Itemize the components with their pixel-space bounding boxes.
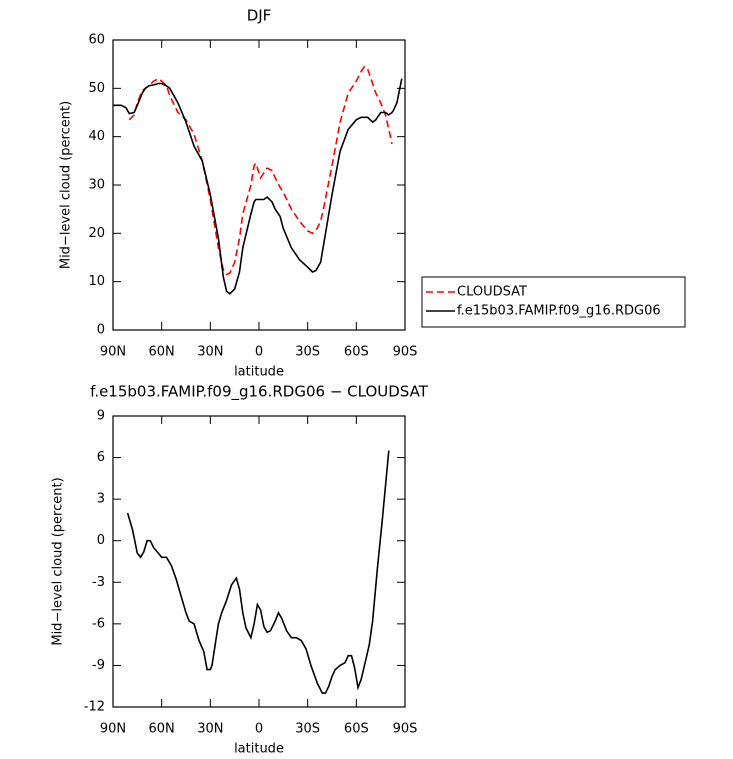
legend-box [421,276,686,328]
x-tick-label: 60S [344,722,369,737]
legend-label: CLOUDSAT [457,285,527,300]
x-axis-label: latitude [234,365,284,380]
chart-title: DJF [247,7,272,25]
y-axis-label: Mid−level cloud (percent) [59,101,74,269]
x-tick-label: 30N [197,345,223,360]
y-tick-label: -6 [92,616,105,631]
x-tick-label: 60N [149,345,175,360]
x-tick-label: 90N [100,345,126,360]
y-tick-label: 60 [88,33,105,48]
y-tick-label: 40 [88,129,105,144]
y-tick-label: 0 [97,533,105,548]
x-tick-label: 0 [255,345,263,360]
data-line [113,78,403,295]
x-tick-label: 90N [100,722,126,737]
x-tick-label: 0 [255,722,263,737]
x-axis-label: latitude [234,742,284,757]
data-line [128,65,393,276]
y-tick-label: -9 [92,658,105,673]
x-tick-label: 60S [344,345,369,360]
y-tick-label: 10 [88,274,105,289]
y-tick-label: -3 [92,575,105,590]
y-tick-label: -12 [84,700,105,715]
x-tick-label: 90S [393,345,418,360]
y-axis-label: Mid−level cloud (percent) [51,477,66,645]
x-tick-label: 90S [393,722,418,737]
plot-frame [112,415,406,708]
y-tick-label: 20 [88,226,105,241]
y-tick-label: 6 [97,450,105,465]
y-tick-label: 9 [97,409,105,424]
x-tick-label: 30N [197,722,223,737]
y-tick-label: 50 [88,81,105,96]
legend-label: f.e15b03.FAMIP.f09_g16.RDG06 [457,304,661,319]
data-line [126,450,390,694]
y-tick-label: 0 [97,323,105,338]
y-tick-label: 3 [97,492,105,507]
x-tick-label: 60N [149,722,175,737]
x-tick-label: 30S [295,345,320,360]
y-tick-label: 30 [88,178,105,193]
chart-title: f.e15b03.FAMIP.f09_g16.RDG06 − CLOUDSAT [90,383,429,402]
x-tick-label: 30S [295,722,320,737]
